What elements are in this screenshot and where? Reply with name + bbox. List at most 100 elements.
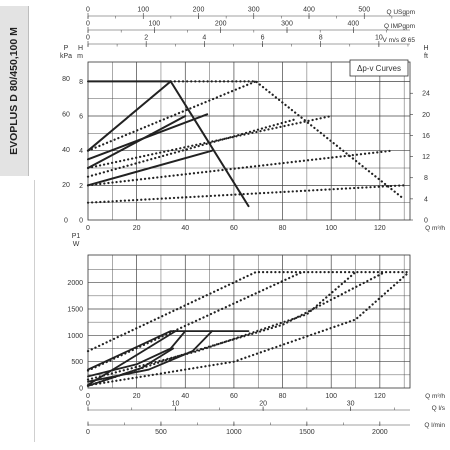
y-label-h-right: H [423, 45, 428, 52]
y-tick-ft: 20 [422, 112, 430, 119]
bottom-axis-unit: Q l/min [424, 422, 445, 429]
bottom-series-solid-0 [87, 330, 250, 371]
top-axis-tick-label: 100 [148, 21, 160, 28]
top-series-solid-0 [87, 80, 250, 208]
p1-y-tick-label: 0 [79, 386, 83, 393]
top-axis-tick-label: 300 [281, 21, 293, 28]
top-axis-tick-label: 6 [261, 35, 265, 42]
top-axis-tick-label: 100 [137, 7, 149, 14]
bottom-axis-tick-label: 1500 [299, 429, 315, 436]
p1-y-tick-label: 2000 [67, 280, 83, 287]
top-axis-tick-label: 400 [348, 21, 360, 28]
bottom-x-axis-label: Q m³/h [425, 393, 445, 400]
y-tick-ft: 16 [422, 133, 430, 140]
top-axis-tick-label: 0 [86, 7, 90, 14]
y-label-ft: ft [424, 53, 428, 60]
top-axis-tick-label: 8 [319, 35, 323, 42]
bottom-axis-tick-label: 20 [259, 401, 267, 408]
y-tick-m: 8 [79, 79, 83, 86]
bottom-series-solid-4 [87, 330, 177, 386]
y-tick-ft: 12 [422, 154, 430, 161]
x-tick-label: 80 [279, 225, 287, 232]
top-series-solid-4 [87, 115, 187, 170]
bottom-x-tick-label: 20 [133, 393, 141, 400]
y-tick-ft: 8 [424, 175, 428, 182]
y-tick-m: 0 [79, 218, 83, 225]
bottom-axis-tick-label: 10 [172, 401, 180, 408]
y-tick-ft: 4 [424, 196, 428, 203]
bottom-axis-tick-label: 2000 [372, 429, 388, 436]
p1-y-unit: W [73, 241, 80, 248]
side-rule [34, 180, 35, 442]
top-series-dotted-8 [86, 118, 296, 178]
y-tick-kpa: 20 [62, 182, 70, 189]
bottom-axis-unit: Q l/s [432, 405, 446, 412]
bottom-series-dotted-9 [86, 271, 386, 387]
p1-y-tick-label: 1500 [67, 307, 83, 314]
y-label-h: H [78, 45, 83, 52]
y-tick-m: 2 [79, 183, 83, 190]
bottom-series-dotted-6 [86, 271, 304, 372]
x-tick-label: 60 [230, 225, 238, 232]
y-label-p: P [64, 45, 69, 52]
legend-label: Δp-v Curves [357, 64, 401, 73]
bottom-series-dotted-7 [86, 271, 357, 381]
bottom-x-tick-label: 120 [374, 393, 386, 400]
top-series-solid-5 [87, 149, 214, 187]
y-tick-kpa: 60 [62, 112, 70, 119]
top-axis-unit: V m/s Ø 65 [382, 37, 415, 44]
top-axis-tick-label: 500 [358, 7, 370, 14]
y-label-m: m [77, 53, 83, 60]
top-axis-tick-label: 0 [86, 21, 90, 28]
y-tick-kpa: 80 [62, 76, 70, 83]
top-axis-tick-label: 300 [248, 7, 260, 14]
top-series-dotted-7 [86, 114, 333, 170]
p1-y-label: P1 [72, 233, 81, 240]
y-tick-m: 4 [79, 148, 83, 155]
top-axis-unit: Q IMPgpm [384, 23, 415, 30]
top-axis-tick-label: 200 [193, 7, 205, 14]
y-tick-ft: 24 [422, 91, 430, 98]
side-tab: EVOPLUS D 80/450,100 M [0, 6, 29, 176]
top-series-dotted-10 [86, 184, 406, 204]
y-tick-kpa: 0 [64, 218, 68, 225]
p1-y-tick-label: 1000 [67, 333, 83, 340]
y-label-kpa: kPa [60, 53, 72, 60]
x-tick-label: 20 [133, 225, 141, 232]
bottom-x-tick-label: 60 [230, 393, 238, 400]
top-axis-tick-label: 4 [202, 35, 206, 42]
legend-box [349, 59, 409, 77]
top-series-dotted-9 [86, 149, 394, 187]
x-tick-label: 0 [86, 225, 90, 232]
x-tick-label: 40 [181, 225, 189, 232]
top-axis-tick-label: 200 [215, 21, 227, 28]
bottom-axis-tick-label: 30 [347, 401, 355, 408]
bottom-x-tick-label: 80 [279, 393, 287, 400]
top-plot-frame [87, 61, 411, 221]
bottom-axis-tick-label: 1000 [226, 429, 242, 436]
top-axis-tick-label: 10 [375, 35, 383, 42]
x-tick-label: 120 [374, 225, 386, 232]
top-axis-unit: Q USgpm [386, 9, 415, 16]
bottom-plot-frame [87, 254, 411, 389]
x-axis-label: Q m³/h [425, 225, 445, 232]
bottom-series-dotted-8 [86, 271, 411, 387]
bottom-x-tick-label: 40 [181, 393, 189, 400]
bottom-axis-tick-label: 500 [155, 429, 167, 436]
y-tick-m: 6 [79, 114, 83, 121]
y-tick-ft: 0 [424, 218, 428, 225]
top-axis-tick-label: 2 [144, 35, 148, 42]
p1-y-tick-label: 500 [71, 359, 83, 366]
top-series-dotted-6 [86, 80, 257, 152]
y-tick-kpa: 40 [62, 147, 70, 154]
top-series-solid-2 [87, 80, 172, 152]
top-axis-tick-label: 0 [86, 35, 90, 42]
bottom-x-tick-label: 100 [325, 393, 337, 400]
x-tick-label: 100 [325, 225, 337, 232]
top-axis-tick-label: 400 [303, 7, 315, 14]
bottom-axis-tick-label: 0 [86, 429, 90, 436]
bottom-axis-tick-label: 0 [86, 401, 90, 408]
top-series-dotted-1 [169, 80, 406, 201]
bottom-x-tick-label: 0 [86, 393, 90, 400]
